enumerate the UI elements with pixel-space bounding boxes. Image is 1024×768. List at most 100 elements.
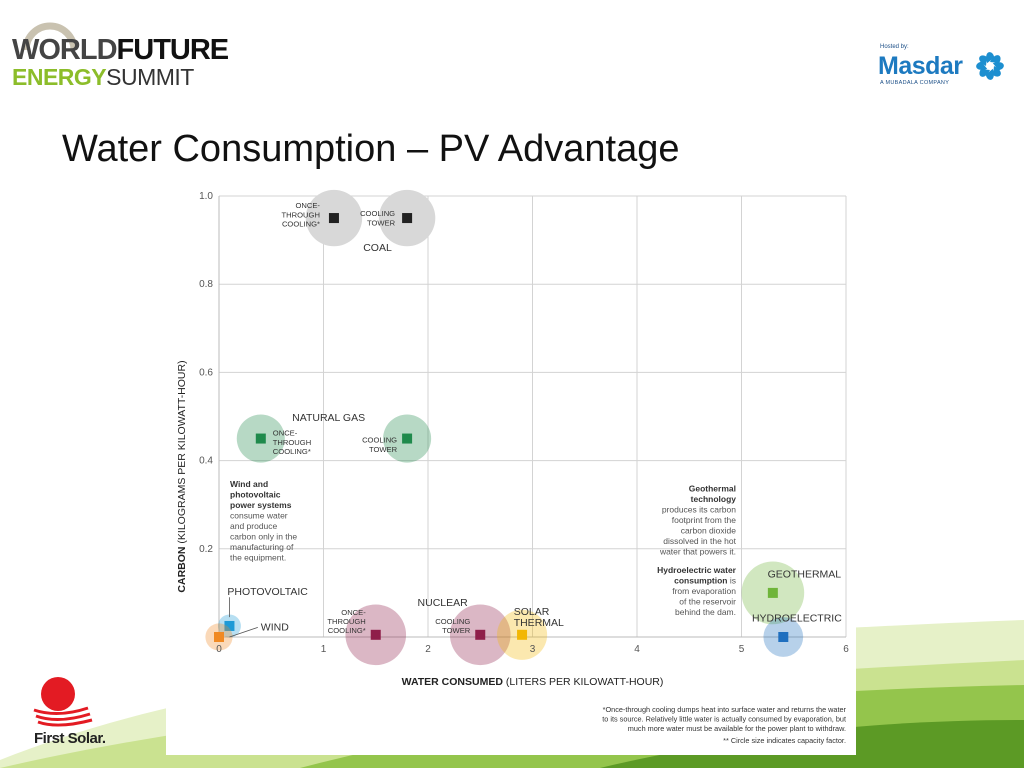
marker-natural-gas [255, 433, 266, 444]
y-tick-label: 0.2 [199, 544, 213, 555]
point-label: COOLING [360, 209, 395, 218]
group-name-label: COAL [363, 242, 392, 254]
point-label: COOLING [435, 617, 470, 626]
annotation-head: Wind and [230, 479, 268, 489]
marker-coal [328, 213, 339, 224]
point-label: TOWER [369, 445, 398, 454]
axis-layer: 0 1 2 3 4 5 6 0.2 0.4 0.6 0.8 1.0 WATER CONSUMED (LI… [176, 191, 849, 688]
point-label: ONCE- [273, 429, 298, 438]
x-tick-label: 4 [634, 644, 640, 655]
masdar-logo: Hosted by: Masdar A MUBADALA COMPANY [878, 44, 1013, 90]
marker-hydroelectric [778, 632, 789, 642]
first-solar-sun-icon [33, 677, 93, 727]
marker-coal [402, 213, 413, 224]
y-tick-label: 0.6 [199, 367, 213, 378]
point-label: COOLING* [273, 447, 311, 456]
first-solar-name: First Solar. [34, 730, 106, 747]
annotation-head: consumption [674, 575, 727, 585]
first-solar-logo: First Solar. [28, 674, 120, 754]
marker-nuclear [370, 629, 381, 640]
y-axis-title-rest: (KILOGRAMS PER KILOWATT-HOUR) [176, 360, 188, 546]
annotation-body: manufacturing of [230, 542, 294, 552]
world-future-energy-summit-logo: WORLDFUTURE ENERGYSUMMIT [12, 14, 232, 94]
label-layer: ONCE-THROUGHCOOLING*COOLINGTOWERCOALONCE… [227, 201, 842, 638]
group-name-label: NATURAL GAS [292, 412, 365, 424]
group-name-label: PHOTOVOLTAIC [227, 586, 308, 598]
masdar-swirl-icon [976, 52, 1004, 80]
y-tick-label: 0.8 [199, 279, 213, 290]
annotation-body: from evaporation [672, 586, 736, 596]
point-label: COOLING* [328, 626, 366, 635]
annotation-head: Geothermal [689, 483, 736, 493]
point-label: TOWER [442, 626, 471, 635]
marker-photovoltaic [224, 620, 235, 631]
slide-title: Water Consumption – PV Advantage [62, 128, 680, 170]
chart-panel: ONCE- THROUGH COOLING* COOLING TOWER COAL ONCE… [166, 180, 856, 755]
logo-word-future: FUTURE [116, 34, 230, 66]
annotation-body: behind the dam. [675, 607, 736, 617]
annotation-body: carbon dioxide [681, 525, 737, 535]
x-tick-label: 5 [739, 644, 745, 655]
annotation-head: power systems [230, 500, 292, 510]
point-label: COOLING* [282, 219, 320, 228]
marker-geothermal [767, 587, 778, 598]
point-label: THROUGH [282, 210, 320, 219]
x-tick-label: 0 [216, 644, 222, 655]
annotation-body: dissolved in the hot [663, 536, 736, 546]
bubble-layer [205, 189, 805, 666]
annotation-body: water that powers it. [659, 546, 736, 556]
annotation-body: footprint from the [672, 515, 737, 525]
group-name-label: SOLAR [514, 606, 550, 618]
point-label: THROUGH [327, 617, 365, 626]
logo-word-summit: SUMMIT [106, 64, 194, 90]
logo-word-energy: ENERGY [12, 64, 107, 90]
annotation-head: photovoltaic [230, 490, 281, 500]
x-axis-title-bold: WATER CONSUMED [402, 676, 504, 688]
footnote-line: to its source. Relatively little water i… [602, 715, 846, 724]
hosted-by-label: Hosted by: [880, 44, 909, 50]
annotation-body: produces its carbon [662, 504, 736, 514]
footnote-line: much more water must be available for th… [628, 724, 846, 733]
group-name-label: HYDROELECTRIC [752, 613, 842, 625]
x-tick-label: 6 [843, 644, 849, 655]
annotation-body: consume water [230, 511, 288, 521]
globe-arc-icon [22, 22, 78, 51]
x-axis-title-rest: (LITERS PER KILOWATT-HOUR) [503, 676, 663, 688]
footnote-line: ** Circle size indicates capacity factor… [723, 736, 846, 745]
wind-connector [229, 627, 258, 638]
annotation-body: of the reservoir [679, 596, 736, 606]
group-name-label: GEOTHERMAL [768, 568, 842, 580]
annotation-head: Hydroelectric water [657, 565, 737, 575]
marker-solar-thermal [517, 629, 528, 640]
point-label: ONCE- [341, 608, 366, 617]
group-name-label: WIND [261, 621, 289, 633]
footnote-line: *Once-through cooling dumps heat into su… [603, 705, 847, 714]
y-axis-title-bold: CARBON [176, 547, 188, 593]
x-tick-label: 2 [425, 644, 431, 655]
masdar-name: Masdar [878, 52, 963, 80]
group-name-label: NUCLEAR [418, 597, 469, 609]
logo-word-world: WORLD [12, 34, 118, 66]
annotation-head-tail: is [728, 575, 737, 585]
y-axis-title: CARBON (KILOGRAMS PER KILOWATT-HOUR) [176, 360, 188, 592]
y-tick-label: 1.0 [199, 191, 213, 202]
annotation-head-line: consumption is [674, 575, 736, 585]
annotation-head: technology [691, 494, 737, 504]
point-label: TOWER [367, 218, 396, 227]
marker-nuclear [475, 629, 486, 640]
annotation-body: and produce [230, 521, 278, 531]
y-tick-label: 0.4 [199, 456, 213, 467]
point-label: THROUGH [273, 438, 311, 447]
x-tick-label: 1 [321, 644, 327, 655]
x-tick-label: 3 [530, 644, 536, 655]
point-label: ONCE- [295, 201, 320, 210]
masdar-subtitle: A MUBADALA COMPANY [880, 80, 950, 86]
x-axis-title: WATER CONSUMED (LITERS PER KILOWATT-HOUR… [402, 676, 664, 688]
marker-natural-gas [402, 433, 413, 444]
annotation-body: the equipment. [230, 553, 286, 563]
scatter-chart: ONCE-THROUGHCOOLING*COOLINGTOWERCOALONCE… [176, 189, 849, 745]
annotation-body: carbon only in the [230, 532, 297, 542]
group-name-label: THERMAL [514, 617, 564, 629]
marker-wind [214, 632, 224, 642]
